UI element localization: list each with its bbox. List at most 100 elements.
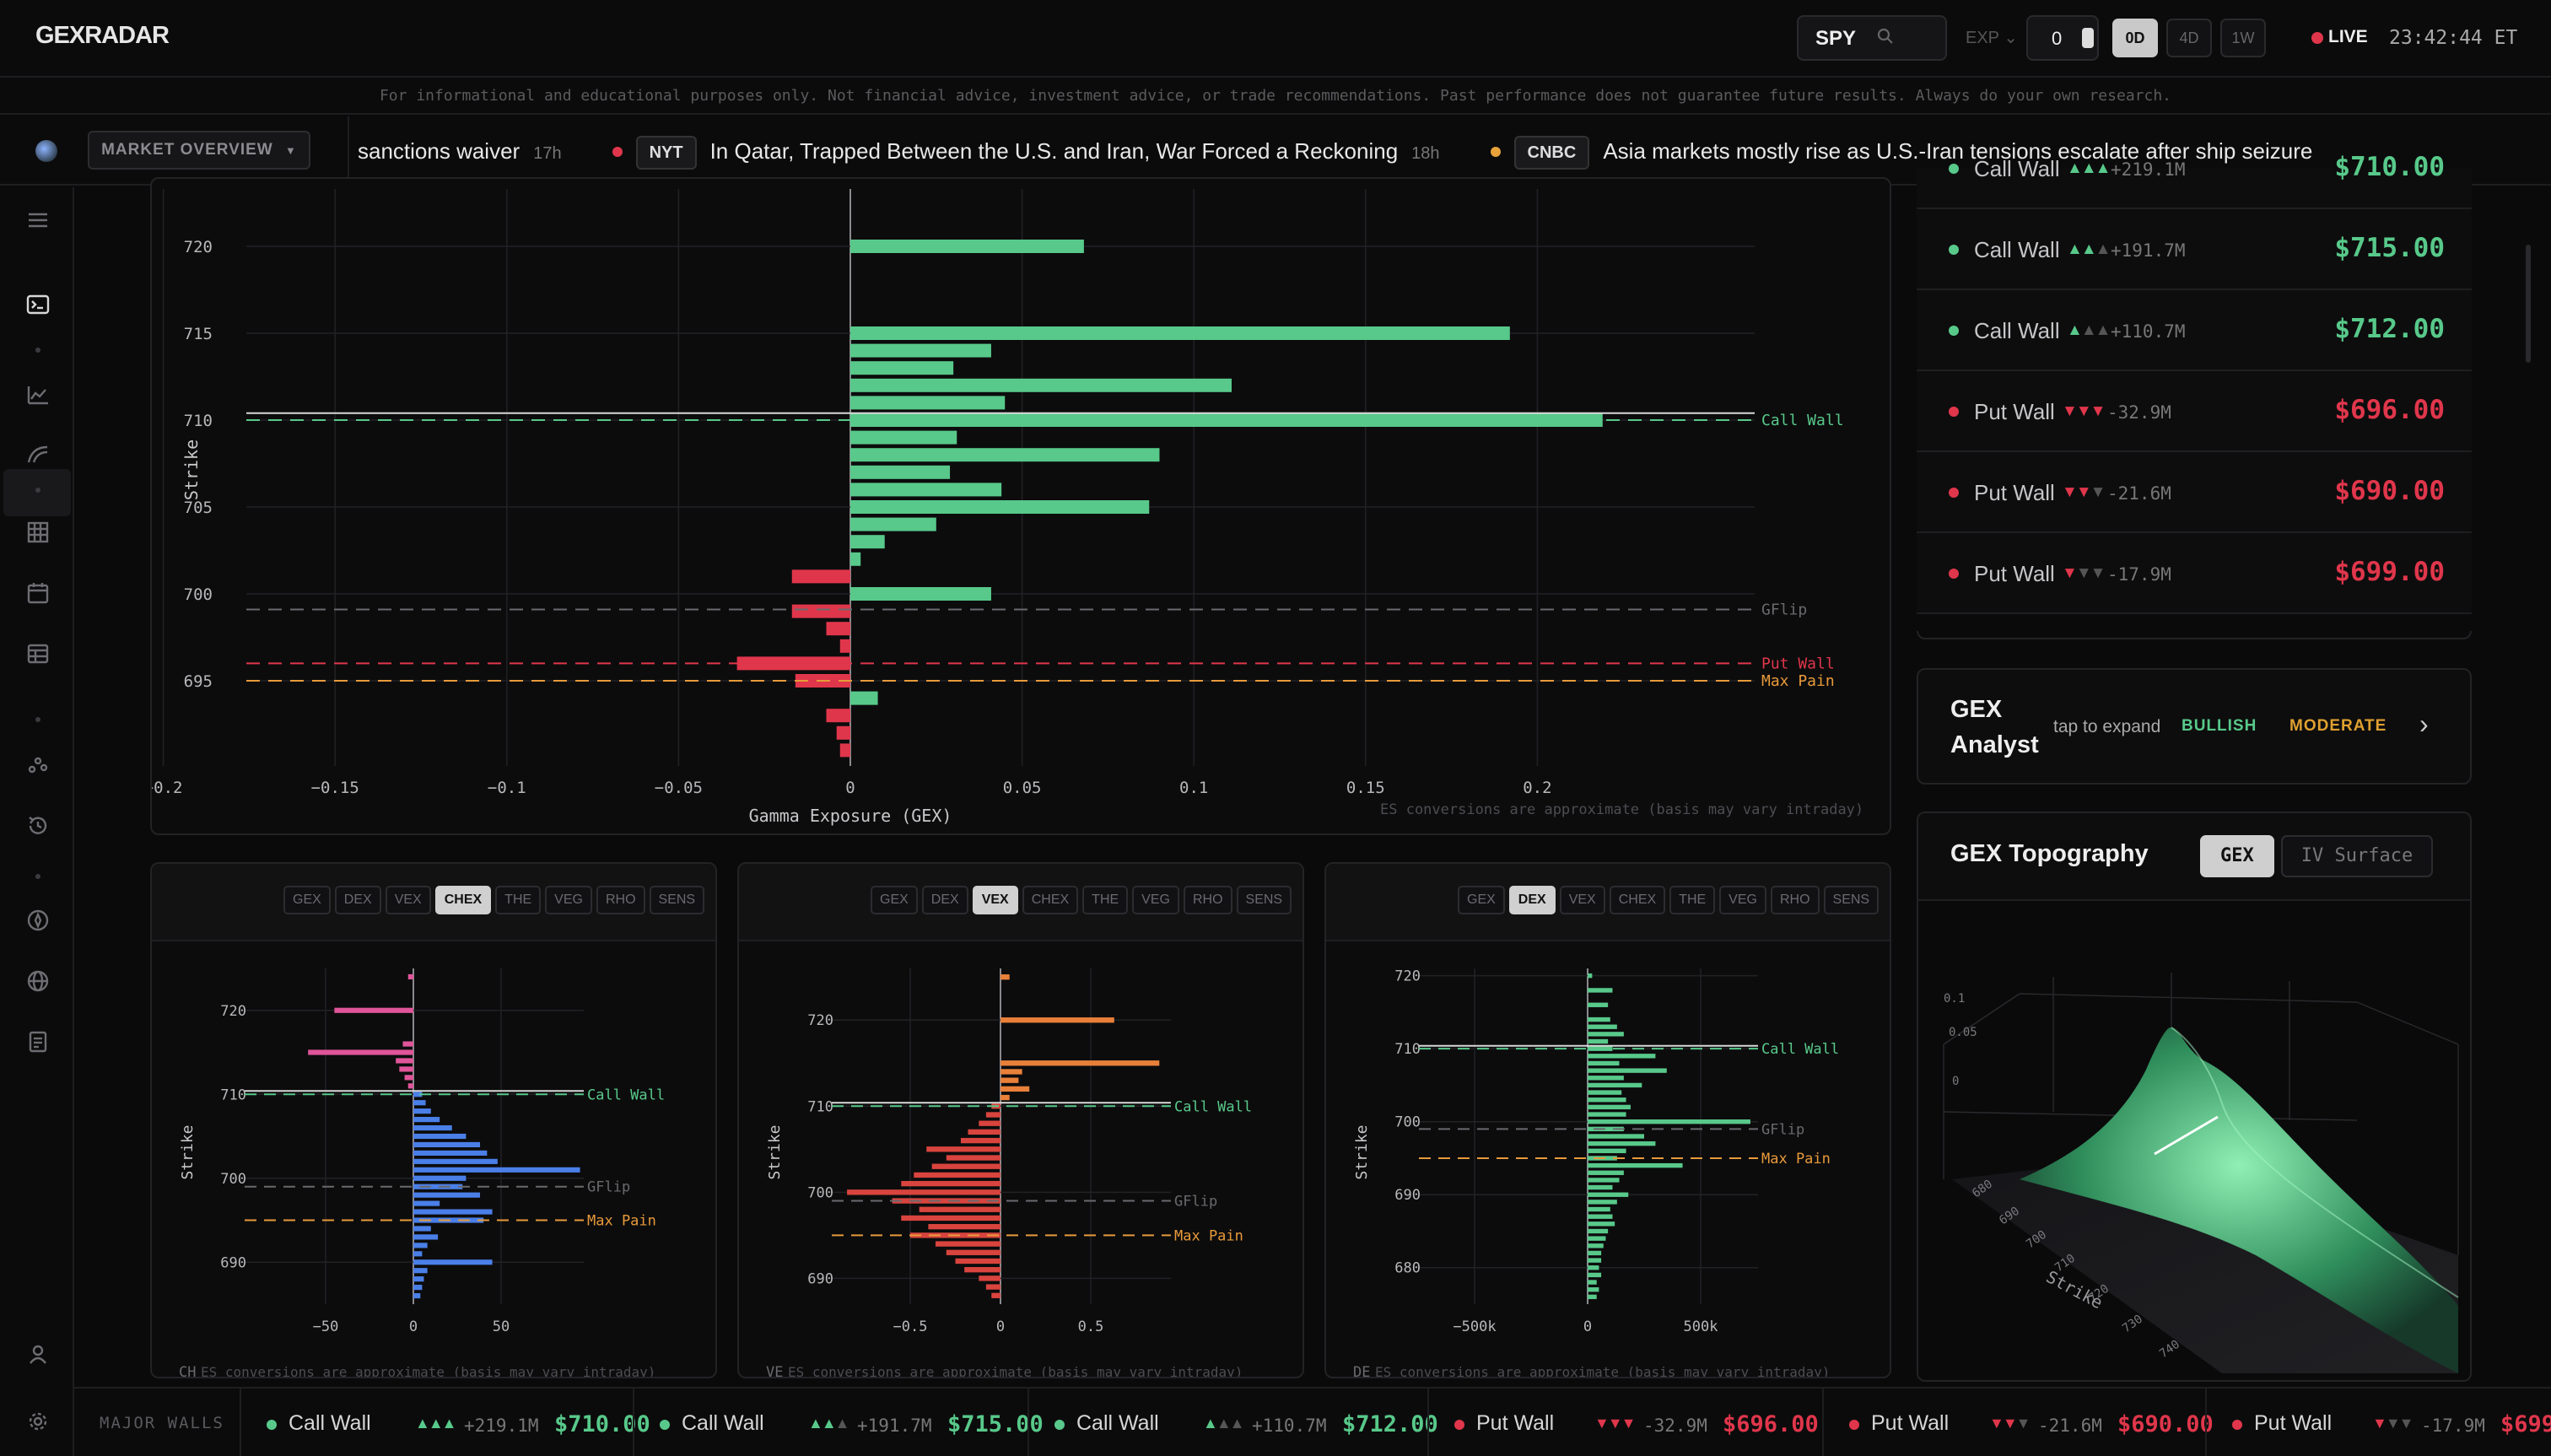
exposure-bar[interactable] [413, 1184, 463, 1189]
exposure-bar[interactable] [413, 1092, 423, 1097]
exposure-bar[interactable] [1588, 988, 1613, 993]
exposure-bar[interactable] [413, 1268, 428, 1274]
exposure-bar[interactable] [1588, 1119, 1750, 1124]
gex-bar[interactable] [850, 343, 991, 358]
major-wall-item[interactable]: Put Wall ▼▼▼ -21.6M $690.00 [1822, 1389, 2214, 1456]
tab-chex[interactable]: CHEX [434, 886, 492, 914]
gex-bar[interactable] [850, 448, 1160, 462]
exposure-bar[interactable] [413, 1150, 488, 1156]
exposure-bar[interactable] [1588, 973, 1593, 979]
exposure-bar[interactable] [1588, 1162, 1683, 1168]
menu-icon[interactable] [24, 206, 52, 235]
tab-gex[interactable]: GEX [283, 886, 331, 914]
gex-bar[interactable] [791, 569, 850, 584]
exposure-bar[interactable] [946, 1155, 1000, 1161]
history-icon[interactable] [24, 812, 52, 840]
range-0d-button[interactable]: 0D [2112, 19, 2158, 57]
gex-bar[interactable] [850, 240, 1084, 253]
gex-bar[interactable] [850, 413, 1603, 427]
gex-bar[interactable] [850, 361, 954, 375]
exposure-bar[interactable] [413, 1133, 467, 1140]
tab-rho[interactable]: RHO [596, 886, 645, 914]
mini-chart-vex[interactable]: −0.5 0 0.5 720 710 700 690 Call Wall GFlip Max Pa… [739, 941, 1304, 1378]
exposure-bar[interactable] [1000, 1017, 1114, 1023]
exposure-bar[interactable] [413, 1226, 431, 1232]
exposure-bar[interactable] [968, 1129, 1000, 1135]
exposure-bar[interactable] [1588, 1032, 1624, 1037]
exposure-bar[interactable] [931, 1163, 1000, 1169]
exposure-bar[interactable] [413, 1192, 481, 1198]
gex-bar[interactable] [839, 639, 850, 653]
exposure-bar[interactable] [1588, 1002, 1609, 1007]
exposure-bar[interactable] [1588, 1038, 1609, 1044]
exposure-bar[interactable] [1588, 1280, 1597, 1285]
news-item[interactable]: CNBC Asia markets mostly rise as U.S.-Ira… [1465, 116, 2312, 184]
exposure-bar[interactable] [1588, 1126, 1624, 1132]
gex-bar[interactable] [850, 552, 861, 566]
exposure-bar[interactable] [413, 1234, 439, 1240]
exposure-bar[interactable] [901, 1180, 1000, 1187]
exposure-bar[interactable] [1588, 1068, 1667, 1073]
line-chart-icon[interactable] [24, 381, 52, 410]
tab-the[interactable]: THE [495, 886, 542, 914]
exposure-bar[interactable] [413, 1108, 431, 1114]
tab-rho[interactable]: RHO [1770, 886, 1820, 914]
exposure-bar[interactable] [1588, 1134, 1644, 1139]
exposure-bar[interactable] [964, 1267, 1000, 1273]
tab-rho[interactable]: RHO [1183, 886, 1232, 914]
news-item[interactable]: sanctions waiver 17h [358, 116, 562, 184]
scatter-icon[interactable] [24, 751, 52, 779]
exposure-bar[interactable] [1588, 1112, 1626, 1117]
gex-analyst-card[interactable]: GEX Analyst tap to expand BULLISH MODERA… [1917, 668, 2472, 785]
globe-nav-icon[interactable] [24, 967, 52, 995]
chevron-right-icon[interactable]: › [2419, 709, 2429, 739]
exposure-bar[interactable] [1588, 1090, 1622, 1095]
exposure-bar[interactable] [960, 1137, 1000, 1144]
exposure-bar[interactable] [1000, 974, 1010, 980]
exposure-bar[interactable] [979, 1275, 1000, 1281]
exposure-bar[interactable] [334, 1007, 413, 1013]
exposure-bar[interactable] [1588, 1221, 1615, 1227]
exposure-bar[interactable] [985, 1284, 1000, 1290]
tab-dex[interactable]: DEX [1508, 886, 1556, 914]
exposure-bar[interactable] [1588, 1250, 1602, 1256]
mini-chart-dex[interactable]: −500k 0 500k 720 710 700 690 680 Call Wall GFlip M… [1326, 941, 1891, 1378]
exposure-bar[interactable] [1588, 1178, 1620, 1183]
exposure-bar[interactable] [1588, 1200, 1617, 1205]
app-logo[interactable]: GEXRADAR [35, 22, 170, 49]
stepper-icon[interactable] [2082, 28, 2094, 48]
scrollbar-thumb[interactable] [2526, 245, 2531, 363]
exposure-bar[interactable] [413, 1259, 493, 1265]
tab-vex[interactable]: VEX [385, 886, 431, 914]
settings-icon[interactable] [24, 1407, 52, 1436]
exposure-bar[interactable] [413, 1158, 498, 1164]
ticker-input[interactable]: SPY [1797, 15, 1947, 61]
exposure-bar[interactable] [1000, 1077, 1019, 1083]
exposure-bar[interactable] [935, 1241, 1000, 1247]
exposure-bar[interactable] [1588, 1265, 1599, 1270]
dte-stepper[interactable]: 0 [2026, 15, 2099, 61]
gex-bar[interactable] [826, 709, 850, 723]
tab-sens[interactable]: SENS [1236, 886, 1292, 914]
major-wall-item[interactable]: Call Wall ▲▲▲ +191.7M $715.00 [633, 1389, 1044, 1456]
major-wall-item[interactable]: Put Wall▼▼▼-17.9M$699.00 [2205, 1389, 2551, 1456]
gex-bar[interactable] [850, 430, 957, 445]
exposure-bar[interactable] [1588, 1228, 1609, 1234]
mini-chart-chex[interactable]: −50 0 50 720 710 700 690 Call Wall GFlip Max Pain… [152, 941, 717, 1378]
major-wall-item[interactable]: Call Wall ▲▲▲ +110.7M $712.00 [1027, 1389, 1438, 1456]
exposure-bar[interactable] [1588, 1148, 1626, 1153]
exposure-bar[interactable] [928, 1223, 1000, 1230]
exposure-bar[interactable] [413, 1209, 493, 1215]
wall-row[interactable]: Put Wall ▼▼▼ -21.6M $690.00 [1917, 452, 2472, 533]
calendar-icon[interactable] [24, 579, 52, 607]
gex-bar[interactable] [850, 378, 1232, 392]
gex-bar[interactable] [791, 604, 850, 618]
exposure-bar[interactable] [1588, 1184, 1613, 1190]
exposure-bar[interactable] [413, 1243, 428, 1248]
exposure-bar[interactable] [979, 1120, 1000, 1126]
exposure-bar[interactable] [396, 1058, 413, 1064]
major-wall-item[interactable]: Call Wall ▲▲▲ +219.1M $710.00 [240, 1389, 650, 1456]
gex-bar[interactable] [850, 326, 1510, 340]
gex-bar[interactable] [836, 725, 850, 740]
